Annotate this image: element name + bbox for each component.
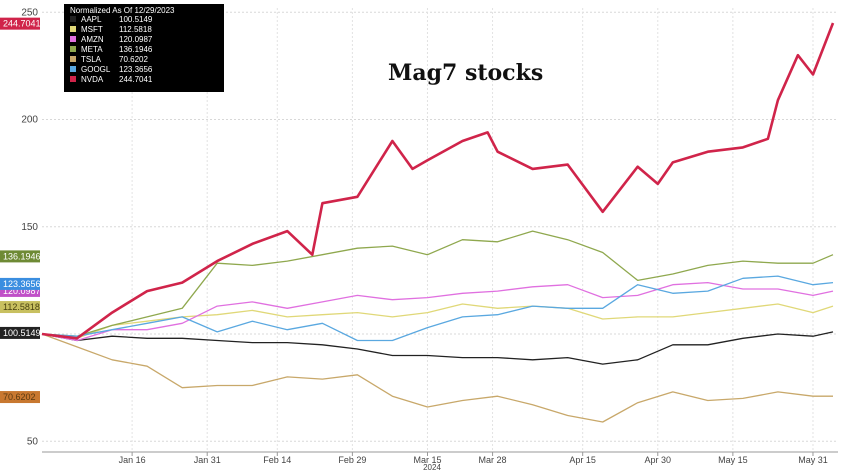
legend-swatch-msft [70,26,76,32]
badge-label-msft: 112.5818 [3,302,40,312]
series-line-meta [41,230,834,337]
x-tick-label: Jan 16 [119,455,146,465]
x-tick-label: Mar 28 [479,455,507,465]
y-tick-label: 200 [21,115,38,126]
badge-label-amzn: 120.0987 [3,286,41,296]
legend-name-meta: META [81,45,103,54]
x-tick-label: Jan 31 [194,455,221,465]
chart-title: Mag7 stocks [388,60,543,86]
series-line-tsla [41,333,833,423]
legend-box [64,4,224,92]
series-line-googl [41,275,834,342]
legend-swatch-amzn [70,36,76,42]
badge-aapl [0,326,40,339]
legend-swatch-tsla [70,56,76,62]
badge-label-googl: 123.3656 [3,279,41,289]
badge-label-meta: 136.1946 [3,251,41,261]
legend-title: Normalized As Of 12/29/2023 [70,6,175,15]
badge-label-aapl: 100.5149 [3,328,41,338]
legend-name-googl: GOOGL [81,65,111,74]
series-lines [41,22,835,423]
y-tick-label: 50 [27,436,39,447]
legend-swatch-nvda [70,76,76,82]
x-tick-label: Feb 14 [263,455,291,465]
y-tick-label: 150 [21,222,38,233]
y-tick-label: 250 [21,7,38,18]
series-line-amzn [41,281,834,342]
x-tick-label: Mar 15 [413,455,441,465]
legend-value-googl: 123.3656 [119,65,153,74]
x-tick-label: May 31 [798,455,828,465]
x-tick-label: Apr 15 [569,455,596,465]
badge-googl [0,277,40,290]
x-axis: Jan 16 Jan 31 Feb 14 Feb 29 Mar 15 Mar 28 Apr … [42,451,838,465]
x-axis-label: 2024 [423,463,441,472]
legend-name-tsla: TSLA [81,55,102,64]
legend-swatch-aapl [70,16,76,22]
legend-value-msft: 112.5818 [119,25,152,34]
legend-value-aapl: 100.5149 [119,15,153,24]
badge-nvda [0,17,40,30]
badge-label-nvda: 244.7041 [3,19,41,29]
last-value-badges: 100.5149 112.5818 120.0987 136.1946 70.6202 1… [0,17,41,404]
legend-name-amzn: AMZN [81,35,104,44]
legend-value-meta: 136.1946 [119,45,153,54]
legend-name-msft: MSFT [81,25,103,34]
grid [42,8,838,452]
series-line-aapl [41,331,834,365]
legend-swatch-googl [70,66,76,72]
badge-label-tsla: 70.6202 [3,392,36,402]
x-tick-label: Apr 30 [645,455,672,465]
legend-swatch-meta [70,46,76,52]
legend-value-amzn: 120.0987 [119,35,153,44]
x-tick-label: May 15 [718,455,748,465]
legend-name-aapl: AAPL [81,15,102,24]
y-axis: 50100150200250 [21,7,38,447]
legend-name-nvda: NVDA [81,75,104,84]
x-tick-label: Feb 29 [338,455,366,465]
legend-value-nvda: 244.7041 [119,75,153,84]
badge-msft [0,301,40,314]
badge-tsla [0,391,40,404]
legend-value-tsla: 70.6202 [119,55,148,64]
badge-meta [0,250,40,263]
series-line-nvda [41,22,835,340]
